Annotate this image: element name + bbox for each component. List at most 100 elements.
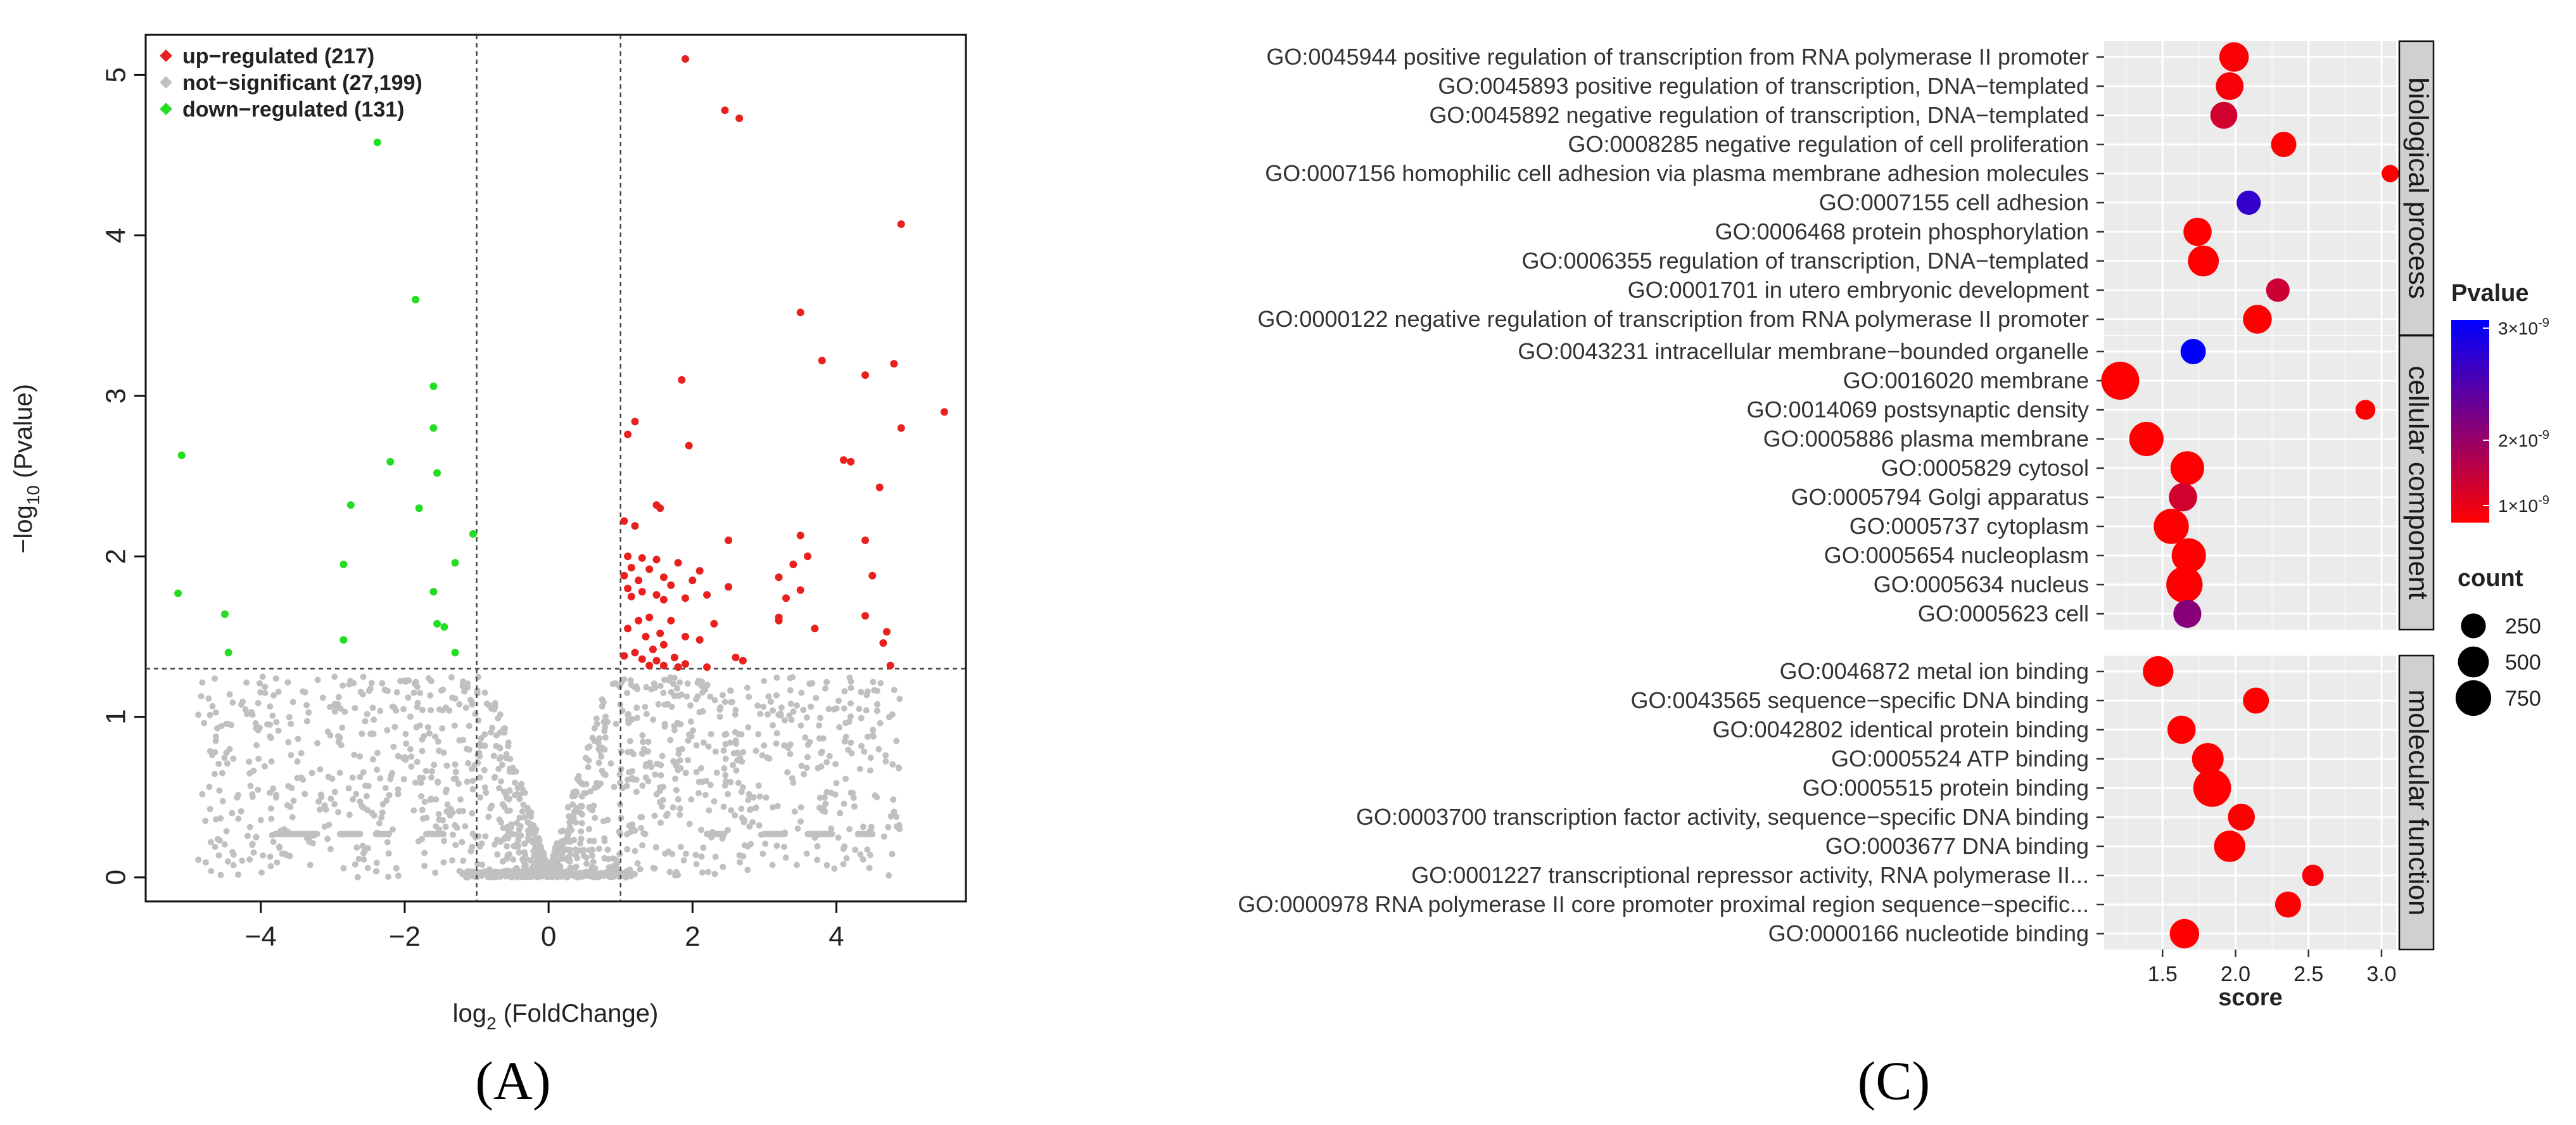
not-significant-point xyxy=(831,865,838,872)
not-significant-point xyxy=(747,841,754,848)
not-significant-point xyxy=(847,713,854,720)
not-significant-point xyxy=(770,804,777,811)
not-significant-point xyxy=(515,837,522,844)
not-significant-point xyxy=(583,780,590,787)
not-significant-point xyxy=(440,817,447,823)
not-significant-point xyxy=(705,743,712,750)
not-significant-point xyxy=(759,850,766,857)
not-significant-point xyxy=(547,870,554,877)
not-significant-point xyxy=(821,794,828,801)
not-significant-point xyxy=(288,720,295,727)
not-significant-point xyxy=(690,727,696,734)
not-significant-point xyxy=(377,708,384,715)
not-significant-point xyxy=(273,719,280,725)
facet-strip xyxy=(2398,334,2435,631)
not-significant-point xyxy=(889,851,896,858)
not-significant-point xyxy=(651,812,658,819)
not-significant-point xyxy=(357,830,364,837)
not-significant-point xyxy=(804,754,811,761)
not-significant-point xyxy=(720,692,726,699)
not-significant-point xyxy=(247,782,254,789)
facet-strip-label: cellular component xyxy=(2402,365,2433,599)
not-significant-point xyxy=(244,832,251,839)
not-significant-point xyxy=(896,696,903,702)
not-significant-point xyxy=(842,734,849,740)
not-significant-point xyxy=(825,706,832,713)
not-significant-point xyxy=(645,739,652,746)
not-significant-point xyxy=(259,673,266,680)
not-significant-point xyxy=(474,760,481,766)
not-significant-point xyxy=(553,868,560,875)
not-significant-point xyxy=(384,839,391,846)
score-tick-label: 3.0 xyxy=(2366,962,2396,986)
not-significant-point xyxy=(469,766,475,772)
up-regulated-point xyxy=(782,594,790,602)
not-significant-point xyxy=(782,854,789,861)
not-significant-point xyxy=(818,749,825,756)
pvalue-legend: Pvalue 3×10-9 2×10-9 1×10-9 xyxy=(2451,280,2549,523)
not-significant-point xyxy=(823,759,830,766)
not-significant-point xyxy=(521,841,528,848)
not-significant-point xyxy=(224,760,231,767)
not-significant-point xyxy=(267,703,274,710)
not-significant-point xyxy=(515,842,522,849)
significant-points xyxy=(174,55,948,671)
not-significant-point xyxy=(755,782,762,789)
not-significant-point xyxy=(663,812,669,819)
not-significant-point xyxy=(651,865,658,872)
y-tick-label: 1 xyxy=(101,709,132,724)
not-significant-point xyxy=(530,822,537,829)
not-significant-point xyxy=(360,769,367,776)
not-significant-point xyxy=(455,808,462,815)
not-significant-point xyxy=(353,791,360,798)
go-term-label: GO:0005737 cytoplasm xyxy=(1850,513,2089,539)
up-regulated-point xyxy=(868,571,877,580)
not-significant-point xyxy=(645,748,651,755)
not-significant-point xyxy=(620,872,626,879)
not-significant-point xyxy=(532,829,539,836)
not-significant-point xyxy=(595,846,602,852)
not-significant-point xyxy=(403,740,410,747)
up-regulated-point xyxy=(635,576,643,585)
not-significant-point xyxy=(570,815,577,821)
not-significant-point xyxy=(643,683,650,690)
not-significant-point xyxy=(358,730,365,737)
not-significant-point xyxy=(562,874,569,880)
not-significant-point xyxy=(798,763,805,769)
up-regulated-point xyxy=(682,55,689,63)
not-significant-point xyxy=(472,711,479,718)
go-term-dot xyxy=(2129,421,2164,457)
not-significant-point xyxy=(787,687,794,694)
up-regulated-point xyxy=(624,552,632,561)
not-significant-point xyxy=(661,677,668,683)
not-significant-point xyxy=(835,697,842,704)
not-significant-point xyxy=(268,758,275,765)
not-significant-point xyxy=(195,856,202,863)
not-significant-point xyxy=(424,724,431,731)
not-significant-point xyxy=(531,841,538,848)
not-significant-point xyxy=(889,711,896,718)
not-significant-point xyxy=(849,789,856,796)
not-significant-point xyxy=(422,768,429,774)
up-regulated-point xyxy=(645,565,654,573)
not-significant-point xyxy=(571,837,578,843)
go-term-label: GO:0005515 protein binding xyxy=(1803,775,2089,801)
pvalue-colorbar xyxy=(2451,320,2489,523)
not-significant-point xyxy=(815,765,822,772)
not-significant-point xyxy=(577,840,584,847)
not-significant-point xyxy=(502,791,509,798)
not-significant-point xyxy=(732,737,739,744)
count-legend: count 250 500 750 xyxy=(2455,565,2541,716)
not-significant-point xyxy=(260,852,266,859)
not-significant-point xyxy=(216,837,223,844)
not-significant-point xyxy=(850,794,857,801)
not-significant-point xyxy=(414,704,421,711)
not-significant-point xyxy=(858,715,865,721)
not-significant-point xyxy=(841,688,848,695)
down-regulated-point xyxy=(451,649,459,657)
not-significant-point xyxy=(419,806,426,813)
not-significant-point xyxy=(624,690,631,696)
not-significant-point xyxy=(652,844,659,851)
not-significant-point xyxy=(652,771,659,778)
not-significant-point xyxy=(711,798,718,804)
